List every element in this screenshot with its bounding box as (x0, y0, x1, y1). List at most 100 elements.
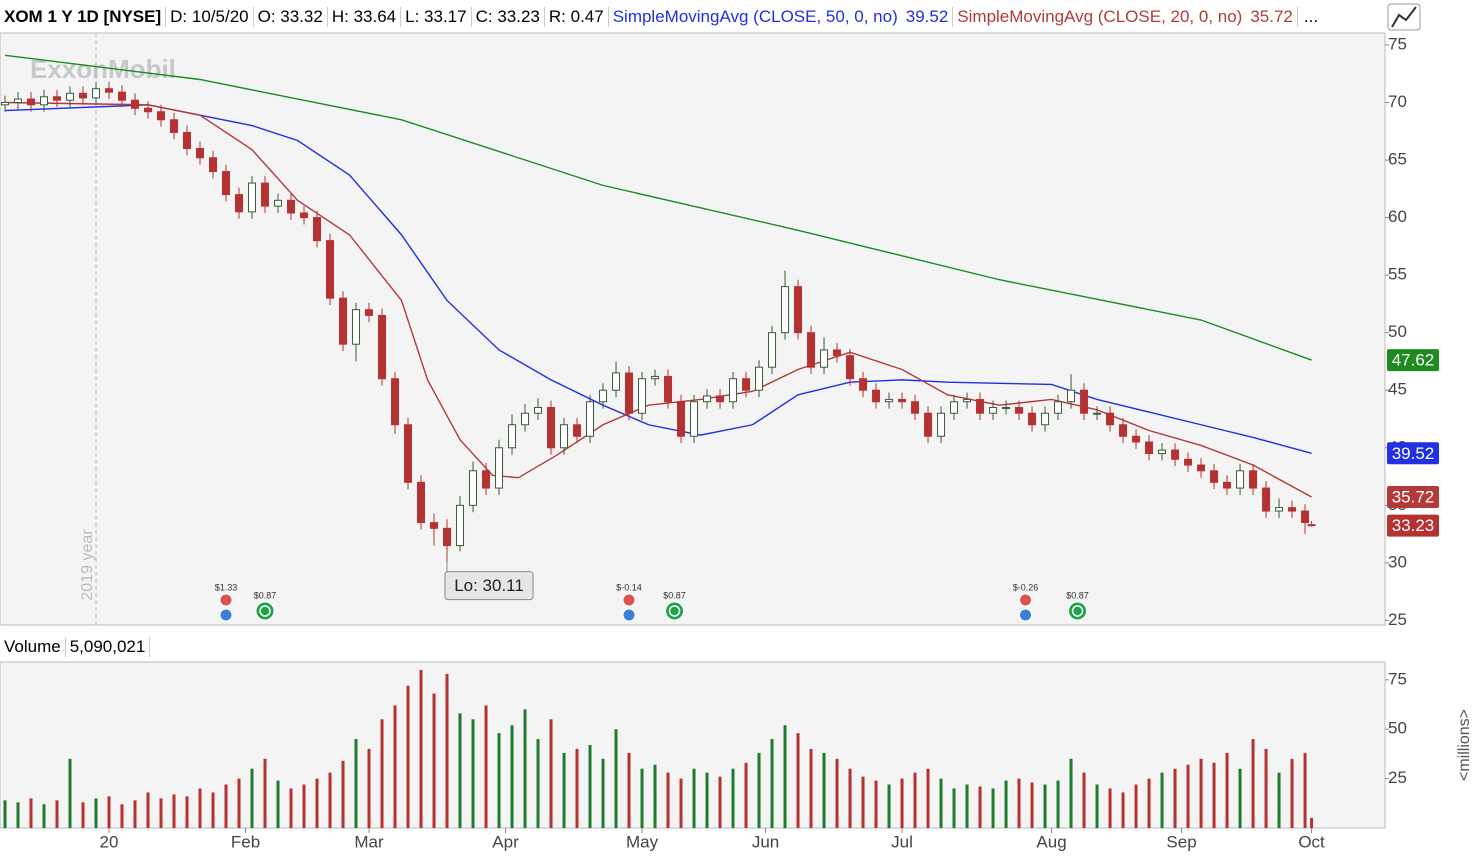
volume-bar (835, 758, 839, 828)
candle-body (287, 199, 296, 214)
x-tick-label: Feb (231, 832, 260, 851)
volume-panel (0, 661, 1386, 829)
sma-value: 39.52 (905, 6, 949, 26)
candle-body (716, 395, 725, 403)
volume-bar (1095, 784, 1099, 828)
dividend-icon (1068, 601, 1088, 621)
volume-bar (744, 762, 748, 828)
volume-bar (276, 780, 280, 828)
value-box (1387, 349, 1439, 372)
volume-bar (302, 784, 306, 828)
candle-body (1054, 401, 1063, 414)
volume-bar (523, 709, 527, 828)
ohlc-item: C: 33.23 (472, 6, 545, 27)
sma-value: 35.72 (1250, 6, 1293, 26)
candle-body (1197, 464, 1206, 472)
event-label: $-0.26 (1013, 582, 1039, 592)
candle-body (1093, 412, 1102, 415)
volume-last: 5,090,021 (66, 637, 151, 657)
x-tick-label: Jul (891, 832, 913, 851)
volume-bar (809, 748, 813, 828)
range-value: 0.47 (570, 6, 604, 26)
candle-body (248, 182, 257, 213)
volume-bar (926, 768, 930, 828)
candle-body (599, 389, 608, 403)
sma-legend: SimpleMovingAvg (CLOSE, 20, 0, no) 35.72 (953, 6, 1298, 27)
x-tick-label: Jun (752, 832, 779, 851)
event-label: $-0.14 (616, 582, 642, 592)
value-box (1387, 514, 1439, 537)
candle-body (1307, 524, 1316, 527)
volume-bar (133, 800, 137, 828)
ticker: XOM 1 Y 1D [NYSE] (0, 6, 167, 27)
dividend-icon-ring (668, 605, 681, 617)
y-tick-label: 30 (1388, 552, 1407, 571)
volume-bar (666, 772, 670, 828)
candle-body (183, 131, 192, 150)
volume-y-tick-label: 75 (1388, 669, 1407, 688)
x-tick-label: Oct (1298, 832, 1325, 851)
volume-bar (1004, 780, 1008, 828)
sma-line (4, 54, 1312, 361)
candle-body (404, 424, 413, 483)
candle-body (209, 157, 218, 173)
volume-bar (497, 733, 501, 828)
y-tick-label: 75 (1388, 34, 1407, 53)
candle-body (313, 217, 322, 242)
candle-body (417, 481, 426, 524)
more-button[interactable]: ... (1303, 6, 1319, 26)
candle-body (1236, 470, 1245, 489)
volume-bar (328, 772, 332, 828)
volume-bar (679, 778, 683, 828)
candle-body (79, 92, 88, 99)
candle-body (365, 309, 374, 316)
earnings-icon-lower (1019, 608, 1033, 622)
candle-body (1119, 424, 1128, 437)
volume-bar (393, 705, 397, 828)
volume-bar (822, 752, 826, 828)
candle-body (92, 88, 101, 99)
candle-body (1067, 389, 1076, 403)
dividend-icon-ring (259, 605, 271, 617)
volume-bar (185, 796, 189, 828)
volume-bar (107, 796, 111, 828)
dividend-icon (255, 601, 275, 621)
candle-body (807, 332, 816, 368)
candle-body (1158, 449, 1167, 455)
candle-body (105, 88, 114, 93)
volume-bar (562, 752, 566, 828)
candle-body (729, 378, 738, 403)
volume-bar (575, 748, 579, 828)
candle-body (547, 406, 556, 449)
candle-body (1145, 441, 1154, 455)
volume-bar (146, 792, 150, 828)
candle-body (1028, 412, 1037, 426)
candle-body (794, 286, 803, 334)
volume-bar (705, 772, 709, 828)
y-tick-label: 65 (1388, 150, 1407, 169)
volume-bar (913, 772, 917, 828)
volume-bar (198, 788, 202, 828)
watermark: ExxonMobil (30, 54, 176, 84)
candle-body (27, 98, 36, 106)
ohlc-item: H: 33.64 (328, 6, 402, 27)
chart-style-button[interactable] (1387, 3, 1421, 31)
volume-bar (1173, 768, 1177, 828)
y-tick-label: 50 (1388, 322, 1407, 341)
volume-bar (874, 780, 878, 828)
volume-bar (627, 752, 631, 828)
earnings-icon-lower (622, 608, 636, 622)
candle-body (690, 401, 699, 437)
earnings-icon (219, 593, 233, 607)
candle-body (1249, 470, 1258, 489)
volume-bar (1186, 764, 1190, 828)
volume-bar (315, 778, 319, 828)
volume-title: Volume (0, 637, 66, 657)
volume-bar (731, 768, 735, 828)
volume-bar (1160, 772, 1164, 828)
candle-body (261, 182, 270, 207)
earnings-icon (1019, 593, 1033, 607)
value-box (1387, 442, 1439, 465)
volume-bar (965, 784, 969, 828)
candle-body (235, 194, 244, 213)
